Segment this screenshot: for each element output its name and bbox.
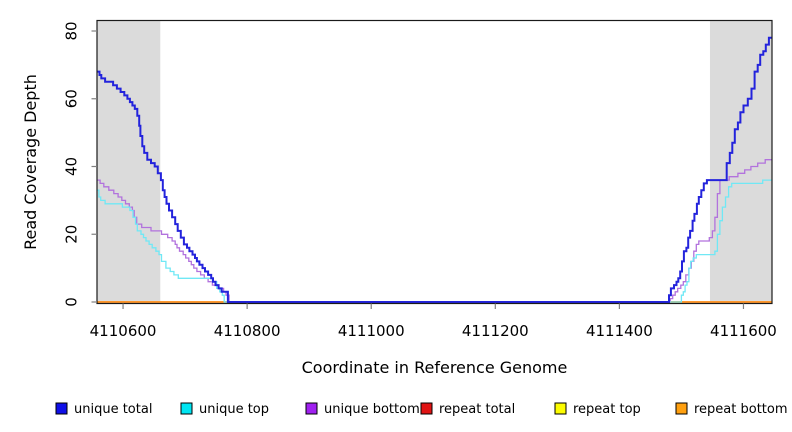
plot-box — [96, 19, 773, 305]
legend-label: repeat top — [573, 402, 641, 417]
shaded-regions — [97, 20, 772, 304]
y-tick-label: 20 — [63, 225, 81, 244]
y-tick-label: 80 — [63, 21, 81, 40]
legend-label: repeat total — [439, 402, 515, 417]
x-tick-label: 4111000 — [338, 322, 405, 340]
legend-swatch — [554, 402, 567, 415]
y-tick-label: 60 — [63, 89, 81, 108]
legend-label: unique top — [199, 402, 269, 417]
series-unique-top — [97, 179, 772, 303]
x-tick-label: 4110600 — [90, 322, 157, 340]
legend-swatch — [420, 402, 433, 415]
series-unique-bottom — [97, 159, 772, 303]
y-tick-label: 0 — [63, 297, 81, 307]
series-unique-total — [97, 36, 772, 303]
legend-item-unique-top: unique top — [180, 402, 269, 417]
legend-item-repeat-total: repeat total — [420, 402, 515, 417]
legend-item-repeat-bottom: repeat bottom — [675, 402, 788, 417]
legend-swatch — [55, 402, 68, 415]
shaded-region — [97, 20, 161, 304]
legend-label: unique total — [74, 402, 152, 417]
y-tick-label: 40 — [63, 157, 81, 176]
x-tick-label: 4111600 — [710, 322, 777, 340]
legend-swatch — [675, 402, 688, 415]
x-axis: 4110600 4110800 4111000 4111200 4111400 41116… — [90, 303, 777, 340]
legend-label: repeat bottom — [694, 402, 788, 417]
legend-swatch — [180, 402, 193, 415]
legend: unique total unique top unique bottom repea… — [55, 402, 788, 417]
y-axis-title: Read Coverage Depth — [21, 74, 40, 250]
x-tick-label: 4110800 — [214, 322, 281, 340]
legend-item-unique-total: unique total — [55, 402, 152, 417]
x-axis-title: Coordinate in Reference Genome — [301, 358, 568, 377]
shaded-region — [709, 20, 772, 304]
legend-swatch — [305, 402, 318, 415]
legend-label: unique bottom — [324, 402, 420, 417]
legend-item-unique-bottom: unique bottom — [305, 402, 420, 417]
x-tick-label: 4111200 — [462, 322, 529, 340]
series-lines — [97, 36, 772, 303]
legend-item-repeat-top: repeat top — [554, 402, 641, 417]
y-axis: 0 20 40 60 80 — [63, 21, 97, 307]
x-tick-label: 4111400 — [586, 322, 653, 340]
